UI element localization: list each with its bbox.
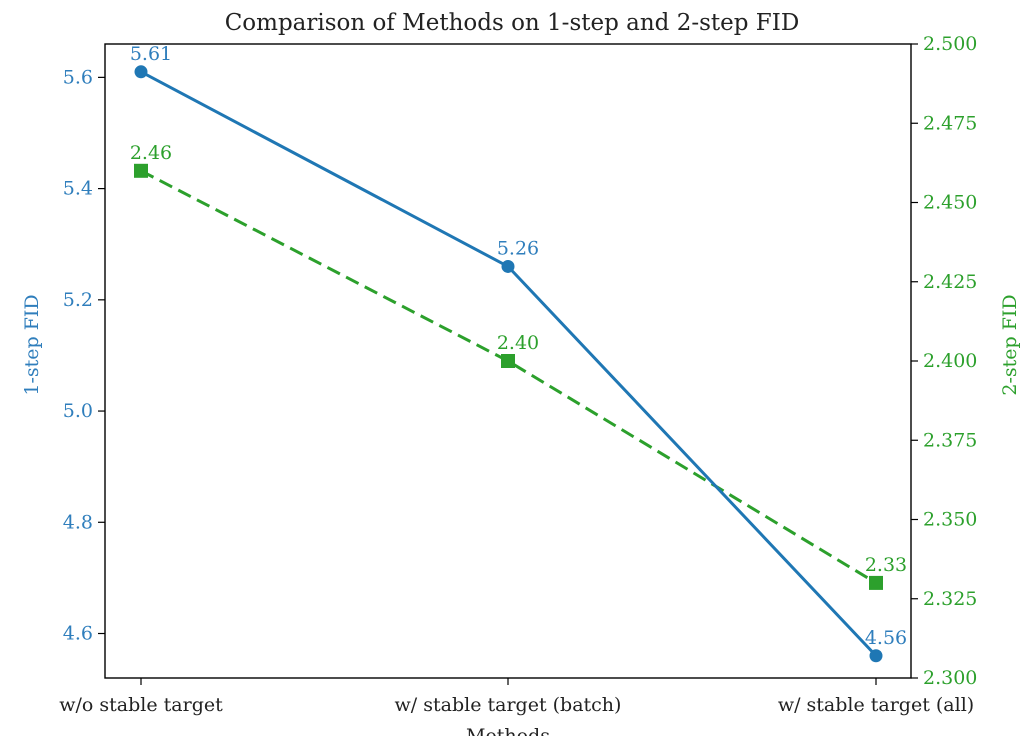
data-point-two-step (134, 163, 148, 178)
y-right-tick-label: 2.400 (923, 350, 977, 372)
x-tick-label: w/ stable target (all) (778, 694, 974, 716)
y-axis-label-right: 2-step FID (999, 294, 1021, 395)
y-left-tick-label: 5.4 (63, 178, 93, 200)
y-left-tick-label: 5.2 (63, 289, 93, 311)
y-right-tick-label: 2.425 (923, 271, 977, 293)
data-label-one-step: 4.56 (865, 627, 907, 649)
series-line-two-step (140, 169, 877, 585)
chart-title: Comparison of Methods on 1-step and 2-st… (225, 10, 800, 36)
data-point-two-step (501, 354, 515, 368)
data-label-one-step: 5.26 (497, 237, 539, 259)
y-left-tick-label: 5.6 (63, 66, 93, 88)
data-point-one-step (869, 649, 883, 663)
y-left-tick-label: 5.0 (63, 400, 93, 422)
y-right-tick-label: 2.325 (923, 588, 977, 610)
data-label-two-step: 2.33 (865, 554, 907, 576)
x-axis-label: Methods (466, 725, 550, 736)
x-tick-label: w/o stable target (59, 694, 223, 716)
y-right-tick-label: 2.475 (923, 112, 977, 134)
y-left-tick-label: 4.6 (63, 623, 93, 645)
data-point-one-step (134, 65, 148, 79)
data-point-two-step (869, 575, 883, 590)
data-label-two-step: 2.40 (497, 332, 539, 354)
y-axis-label-left: 1-step FID (21, 294, 43, 395)
data-point-one-step (501, 259, 515, 273)
data-label-two-step: 2.46 (130, 142, 172, 164)
x-tick-label: w/ stable target (batch) (395, 694, 622, 716)
y-left-tick-label: 4.8 (63, 511, 93, 533)
data-label-one-step: 5.61 (130, 43, 172, 65)
y-right-tick-label: 2.350 (923, 509, 977, 531)
y-right-tick-label: 2.300 (923, 667, 977, 689)
axes-layer: 4.6 4.8 5.0 5.2 5.4 5.6 2.300 2.325 2.350 2.375 2.… (59, 33, 977, 716)
series-layer: 2.46 2.40 2.33 5.61 5.26 4.56 (130, 43, 907, 663)
y-right-tick-label: 2.375 (923, 429, 977, 451)
y-right-tick-label: 2.450 (923, 192, 977, 214)
y-right-tick-label: 2.500 (923, 33, 977, 55)
